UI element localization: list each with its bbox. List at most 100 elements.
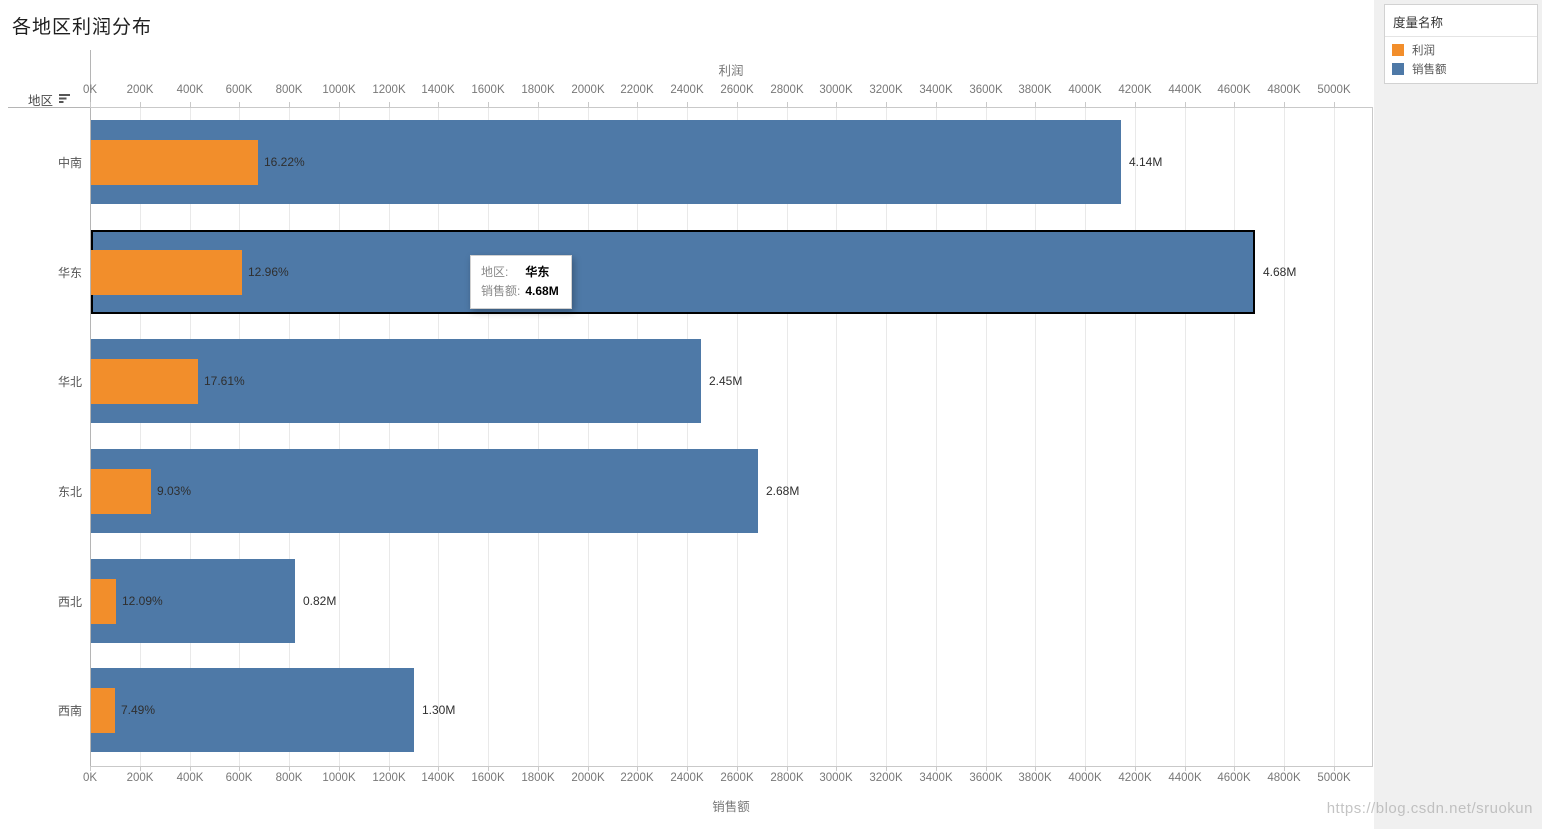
gridline [1334,108,1335,766]
profit-percent-label: 12.96% [248,265,289,279]
bottom-axis-tick [488,766,489,771]
bottom-axis-tick-label: 4800K [1267,772,1301,784]
gridline [488,108,489,766]
bottom-axis-tick [1185,766,1186,771]
top-axis-tick [787,102,788,107]
row-label[interactable]: 华东 [57,266,82,280]
sales-bar[interactable] [91,668,414,752]
gridline [1234,108,1235,766]
top-axis-tick [687,102,688,107]
top-axis-title: 利润 [718,64,744,78]
bottom-axis-tick [438,766,439,771]
top-axis-tick-label: 4600K [1217,84,1251,96]
sort-descending-icon[interactable] [58,93,71,107]
region-header-label: 地区 [28,94,54,108]
bottom-axis-tick-label: 200K [126,772,154,784]
gridline [1035,108,1036,766]
row-label[interactable]: 华北 [57,375,82,389]
bottom-axis-tick-label: 4400K [1168,772,1202,784]
top-axis-tick-label: 4400K [1168,84,1202,96]
sales-value-label: 4.14M [1129,155,1163,169]
top-axis-tick [239,102,240,107]
sales-bar[interactable] [91,120,1121,204]
top-axis-tick-label: 2400K [670,84,704,96]
top-axis-tick [1035,102,1036,107]
bottom-axis-title: 销售额 [712,800,750,814]
sales-bar[interactable] [91,559,295,643]
bottom-axis-tick [1085,766,1086,771]
top-axis-tick [289,102,290,107]
bottom-axis-tick [1284,766,1285,771]
bottom-axis-tick [190,766,191,771]
bottom-axis-tick-label: 3600K [969,772,1003,784]
bottom-axis-tick [239,766,240,771]
bottom-axis-tick-label: 1400K [421,772,455,784]
tooltip: 地区: 华东 销售额: 4.68M [470,255,572,309]
top-axis-tick [1234,102,1235,107]
bottom-axis-tick-label: 3800K [1018,772,1052,784]
gridline [637,108,638,766]
bottom-axis-tick [986,766,987,771]
gridline [538,108,539,766]
gridline [1135,108,1136,766]
gridline [986,108,987,766]
row-label[interactable]: 西北 [57,595,82,609]
bottom-axis-tick-label: 400K [176,772,204,784]
gridline [588,108,589,766]
profit-bar[interactable] [91,250,242,295]
row-label[interactable]: 东北 [57,485,82,499]
top-axis-tick-label: 600K [225,84,253,96]
gridline [737,108,738,766]
sales-bar[interactable] [91,230,1255,314]
profit-bar[interactable] [91,359,198,404]
top-axis-tick-label: 3600K [969,84,1003,96]
plot-area [90,107,1373,767]
row-label[interactable]: 西南 [57,704,82,718]
profit-bar[interactable] [91,688,115,733]
top-axis-tick-label: 1000K [322,84,356,96]
top-axis-tick [538,102,539,107]
bottom-axis-tick-label: 2200K [620,772,654,784]
top-axis-tick [936,102,937,107]
top-axis-tick-label: 3200K [869,84,903,96]
bottom-axis-tick [737,766,738,771]
top-axis-tick [886,102,887,107]
bottom-axis-tick-label: 3200K [869,772,903,784]
sales-value-label: 1.30M [422,703,456,717]
bottom-axis-tick-label: 1000K [322,772,356,784]
gridline [936,108,937,766]
bottom-axis-tick-label: 800K [275,772,303,784]
bottom-axis-tick [90,766,91,771]
profit-bar[interactable] [91,140,258,185]
bottom-axis-tick-label: 4600K [1217,772,1251,784]
sales-bar[interactable] [91,449,758,533]
top-axis-tick-label: 2000K [571,84,605,96]
bottom-axis-tick-label: 2400K [670,772,704,784]
gridline [1185,108,1186,766]
profit-bar[interactable] [91,579,116,624]
top-axis-tick-label: 5000K [1317,84,1351,96]
bottom-axis-tick [1234,766,1235,771]
top-axis-tick [986,102,987,107]
row-label[interactable]: 中南 [57,156,82,170]
top-axis-tick-label: 4000K [1068,84,1102,96]
bottom-axis-tick [687,766,688,771]
top-axis-tick-label: 1600K [471,84,505,96]
legend-item-profit[interactable]: 利润 [1385,40,1537,59]
bottom-axis-tick-label: 3400K [919,772,953,784]
gridline [886,108,887,766]
top-axis-tick-label: 2800K [770,84,804,96]
gridline [836,108,837,766]
legend-item-sales[interactable]: 销售额 [1385,59,1537,78]
top-axis-tick-label: 1200K [372,84,406,96]
sales-value-label: 4.68M [1263,265,1297,279]
sales-value-label: 2.45M [709,374,743,388]
sales-value-label: 2.68M [766,484,800,498]
profit-bar[interactable] [91,469,151,514]
bottom-axis-tick [936,766,937,771]
bottom-axis-tick [1334,766,1335,771]
gridline [687,108,688,766]
region-column-header[interactable]: 地区 [28,90,71,109]
legend-item-label: 利润 [1412,44,1435,57]
